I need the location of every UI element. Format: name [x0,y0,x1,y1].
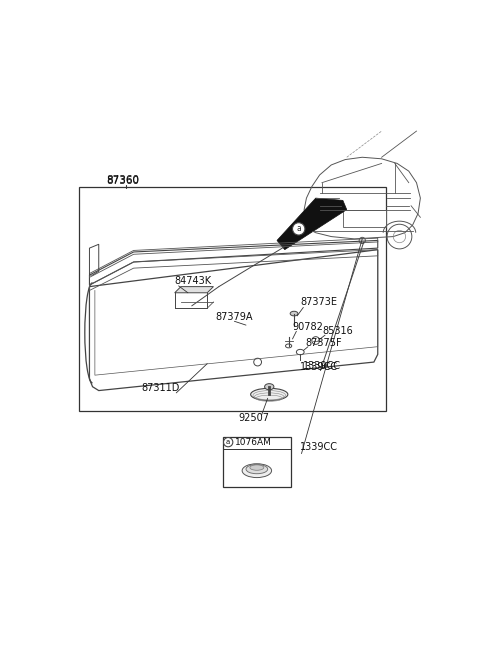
Text: 87311D: 87311D [142,383,180,393]
Text: 87360: 87360 [107,176,140,186]
Text: a: a [226,439,230,445]
Text: 1339CC: 1339CC [303,361,341,371]
Text: 1076AM: 1076AM [235,438,272,447]
Text: 85316: 85316 [322,326,353,337]
Text: a: a [296,224,301,234]
Text: 87373E: 87373E [300,297,337,307]
Text: 1339CC: 1339CC [300,442,338,453]
Circle shape [292,222,305,235]
Ellipse shape [290,311,298,316]
Polygon shape [175,287,214,293]
Text: 87360: 87360 [107,175,140,186]
Ellipse shape [251,388,288,401]
Ellipse shape [264,384,274,390]
Text: 84743K: 84743K [175,276,212,286]
Circle shape [224,438,233,447]
Bar [79,186,385,411]
Text: 87375F: 87375F [305,338,342,348]
Text: 87379A: 87379A [215,312,252,322]
Ellipse shape [246,464,268,474]
Polygon shape [277,198,347,250]
Ellipse shape [250,465,264,470]
Text: 1339CC: 1339CC [300,363,338,373]
Text: 92507: 92507 [238,413,269,422]
Bar [343,210,385,226]
Bar [223,437,291,487]
Ellipse shape [242,464,272,478]
Text: 90782: 90782 [292,321,324,332]
